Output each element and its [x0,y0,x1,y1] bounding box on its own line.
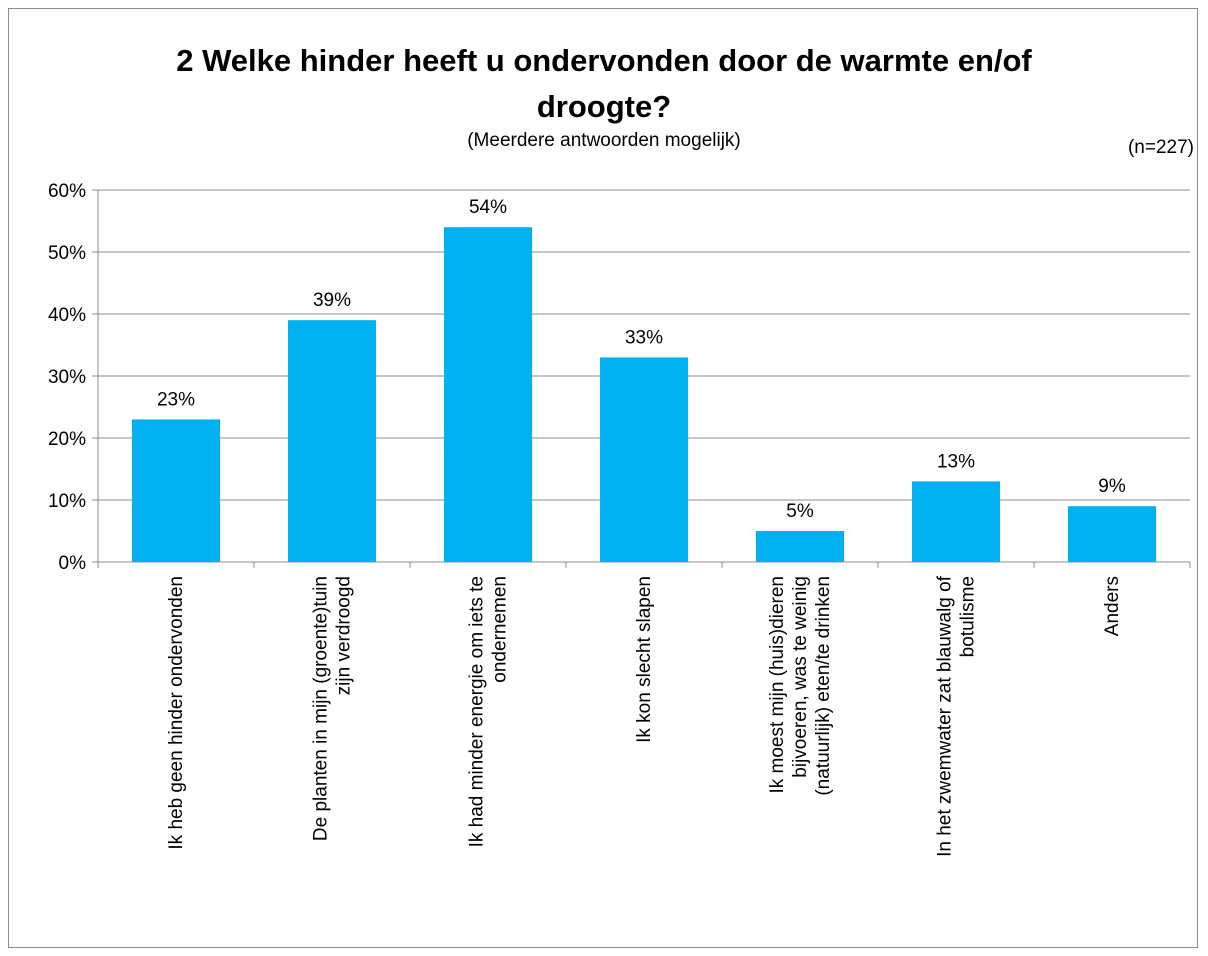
bar [444,227,532,562]
bar [600,357,688,562]
bar [1068,506,1156,562]
bar [132,419,220,562]
x-category-label-line: botulisme [958,576,979,657]
bar-value-label: 33% [625,327,663,348]
x-category-label-line: De planten in mijn (groente)tuin [311,576,332,841]
chart-title: 2 Welke hinder heeft u ondervonden door … [0,38,1208,130]
x-category-label: Anders [1102,576,1123,636]
y-tick-label: 60% [48,181,86,202]
x-category-label: De planten in mijn (groente)tuin zijn ver… [311,576,355,841]
x-category-label: Ik moest mijn (huis)dieren bijvoeren, was… [767,576,834,796]
bar-value-label: 54% [469,197,507,218]
bar [288,320,376,562]
y-tick-label: 0% [59,553,87,574]
x-category-label-line: Ik kon slecht slapen [634,576,655,743]
x-category-label-line: Ik moest mijn (huis)dieren [767,576,788,794]
x-category-label-line: zijn verdroogd [334,576,355,695]
y-tick-label: 10% [48,491,86,512]
x-category-label-line: bijvoeren, was te weinig [790,576,811,778]
x-category-label-line: Anders [1102,576,1123,636]
x-category-label-line: In het zwemwater zat blauwalg of [935,575,956,857]
x-category-label: Ik kon slecht slapen [634,576,655,743]
bar-value-label: 5% [786,501,814,522]
y-tick-label: 30% [48,367,86,388]
y-tick-label: 20% [48,429,86,450]
x-category-label-line: ondernemen [490,576,511,683]
y-tick-label: 40% [48,305,86,326]
bar [756,531,844,562]
bar-value-label: 39% [313,290,351,311]
x-category-label-line: Ik heb geen hinder ondervonden [166,576,187,850]
chart-title-line-1: 2 Welke hinder heeft u ondervonden door … [176,43,1032,78]
x-category-label: In het zwemwater zat blauwalg of botulism… [935,575,979,857]
chart-subtitle: (Meerdere antwoorden mogelijk) [467,130,741,151]
x-category-label: Ik heb geen hinder ondervonden [166,576,187,850]
bar [912,481,1000,562]
chart-title-line-2: droogte? [536,89,672,124]
x-category-label: Ik had minder energie om iets te ondernem… [467,576,511,847]
x-category-label-line: Ik had minder energie om iets te [467,576,488,847]
x-category-label-line: (natuurlijk) eten/te drinken [813,576,834,796]
y-tick-label: 50% [48,243,86,264]
bar-value-label: 23% [157,389,195,410]
sample-size-note: (n=227) [1127,137,1194,158]
bar-value-label: 13% [937,451,975,472]
bar-value-label: 9% [1098,476,1126,497]
